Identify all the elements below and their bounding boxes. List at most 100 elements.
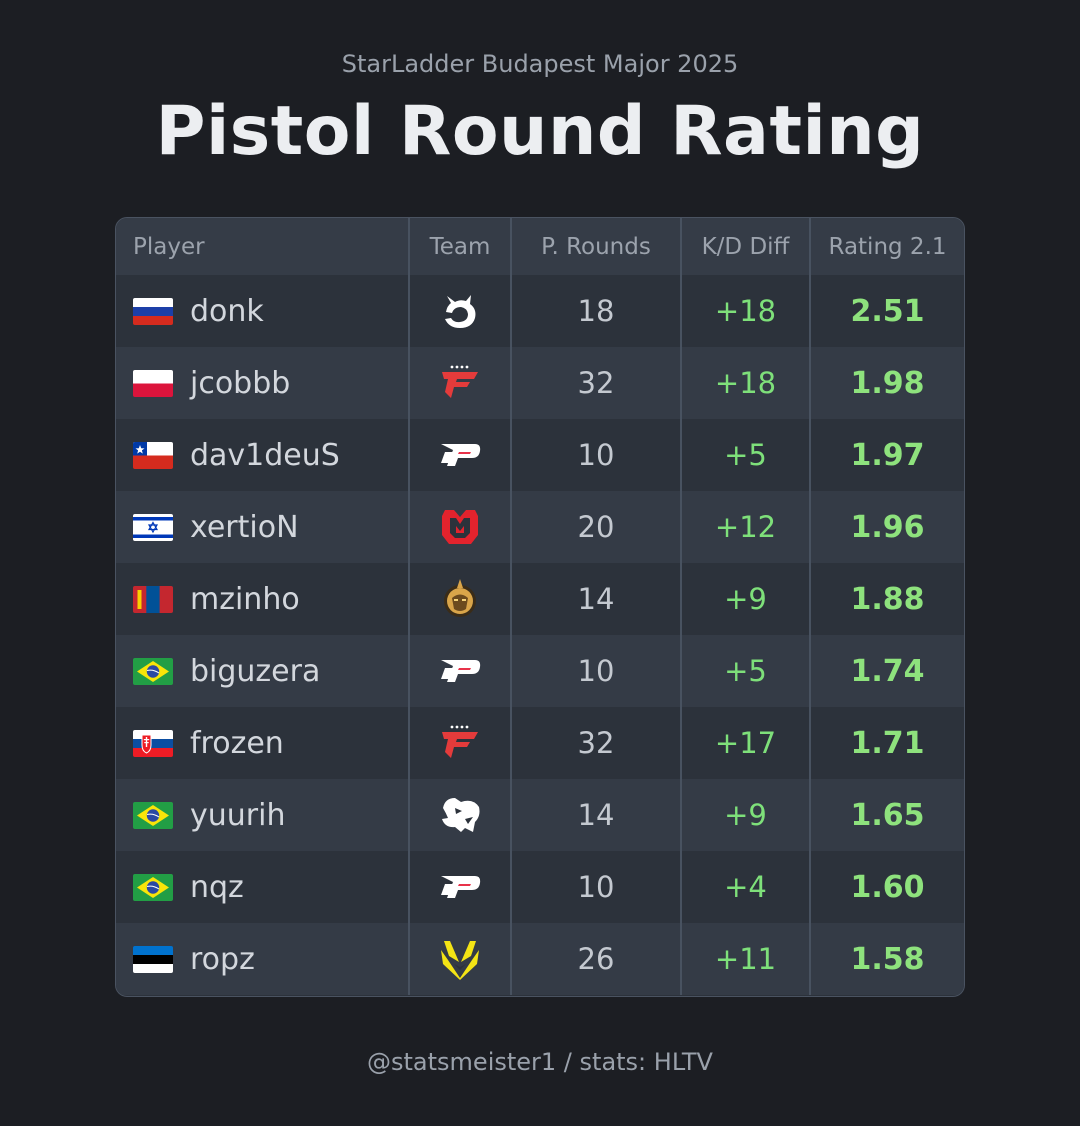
rating-value: 1.60 (850, 869, 925, 905)
kd-diff-cell: +9 (682, 563, 811, 635)
rating-cell: 1.98 (811, 347, 964, 419)
table-row: biguzera 10 +5 1.74 (116, 635, 964, 707)
rating-value: 1.98 (850, 365, 925, 401)
table-row: ropz 26 +11 1.58 (116, 923, 964, 995)
rating-cell: 1.96 (811, 491, 964, 563)
table-row: dav1deuS 10 +5 1.97 (116, 419, 964, 491)
player-name: nqz (190, 869, 244, 905)
rounds-value: 20 (577, 510, 615, 544)
column-header-team: Team (410, 218, 512, 275)
player-cell: ropz (116, 923, 410, 995)
player-cell: xertioN (116, 491, 410, 563)
rounds-value: 10 (577, 438, 615, 472)
team-cell (410, 707, 512, 779)
player-cell: donk (116, 275, 410, 347)
rating-value: 1.65 (850, 797, 925, 833)
page-title: Pistol Round Rating (155, 92, 925, 171)
kd-diff-value: +4 (724, 870, 767, 904)
player-cell: frozen (116, 707, 410, 779)
rating-cell: 1.71 (811, 707, 964, 779)
rating-value: 1.96 (850, 509, 925, 545)
rounds-cell: 14 (512, 563, 682, 635)
rating-value: 2.51 (850, 293, 925, 329)
table-header-row: Player Team P. Rounds K/D Diff Rating 2.… (116, 218, 964, 275)
table-row: frozen 32 +17 1.71 (116, 707, 964, 779)
team-cell (410, 635, 512, 707)
mongolia-flag (133, 586, 173, 613)
rounds-value: 26 (577, 942, 615, 976)
column-header-player: Player (116, 218, 410, 275)
player-cell: biguzera (116, 635, 410, 707)
player-name: mzinho (190, 581, 300, 617)
rounds-cell: 18 (512, 275, 682, 347)
rounds-value: 10 (577, 870, 615, 904)
player-cell: jcobbb (116, 347, 410, 419)
column-header-rating: Rating 2.1 (828, 233, 947, 260)
kd-diff-value: +18 (714, 366, 777, 400)
player-name: donk (190, 293, 264, 329)
kd-diff-cell: +4 (682, 851, 811, 923)
mongolz-logo-icon (437, 576, 483, 622)
rounds-value: 10 (577, 654, 615, 688)
player-cell: yuurih (116, 779, 410, 851)
team-cell (410, 563, 512, 635)
team-cell (410, 923, 512, 995)
rating-cell: 1.65 (811, 779, 964, 851)
brazil-flag (133, 658, 173, 685)
kd-diff-value: +17 (714, 726, 777, 760)
rounds-value: 14 (577, 582, 615, 616)
rating-value: 1.88 (850, 581, 925, 617)
pain-logo-icon (437, 432, 483, 478)
rating-cell: 1.74 (811, 635, 964, 707)
rounds-cell: 32 (512, 707, 682, 779)
vitality-logo-icon (437, 936, 483, 982)
rounds-cell: 26 (512, 923, 682, 995)
kd-diff-cell: +9 (682, 779, 811, 851)
faze-logo-icon (437, 360, 483, 406)
kd-diff-value: +9 (724, 798, 767, 832)
chile-flag (133, 442, 173, 469)
team-cell (410, 851, 512, 923)
kd-diff-cell: +18 (682, 275, 811, 347)
player-name: yuurih (190, 797, 286, 833)
israel-flag (133, 514, 173, 541)
player-name: jcobbb (190, 365, 291, 401)
rounds-cell: 32 (512, 347, 682, 419)
kd-diff-value: +12 (714, 510, 777, 544)
player-cell: dav1deuS (116, 419, 410, 491)
team-cell (410, 347, 512, 419)
footer-credit: @statsmeister1 / stats: HLTV (367, 1048, 713, 1076)
player-name: xertioN (190, 509, 299, 545)
russia-flag (133, 298, 173, 325)
faze-logo-icon (437, 720, 483, 766)
pain-logo-icon (437, 864, 483, 910)
rating-cell: 1.88 (811, 563, 964, 635)
player-cell: mzinho (116, 563, 410, 635)
kd-diff-value: +18 (714, 294, 777, 328)
rating-value: 1.97 (850, 437, 925, 473)
rating-cell: 1.60 (811, 851, 964, 923)
table-row: yuurih 14 +9 1.65 (116, 779, 964, 851)
team-cell (410, 275, 512, 347)
kd-diff-cell: +5 (682, 419, 811, 491)
brazil-flag (133, 874, 173, 901)
rounds-value: 32 (577, 726, 615, 760)
kd-diff-value: +9 (724, 582, 767, 616)
rating-cell: 1.58 (811, 923, 964, 995)
kd-diff-cell: +17 (682, 707, 811, 779)
player-name: frozen (190, 725, 284, 761)
rating-cell: 1.97 (811, 419, 964, 491)
rounds-cell: 10 (512, 635, 682, 707)
mouz-logo-icon (437, 504, 483, 550)
pain-logo-icon (437, 648, 483, 694)
player-cell: nqz (116, 851, 410, 923)
rounds-value: 14 (577, 798, 615, 832)
rating-cell: 2.51 (811, 275, 964, 347)
column-header-rounds: P. Rounds (512, 218, 682, 275)
kd-diff-cell: +12 (682, 491, 811, 563)
rounds-cell: 10 (512, 419, 682, 491)
rounds-cell: 20 (512, 491, 682, 563)
rating-value: 1.58 (850, 941, 925, 977)
table-row: donk 18 +18 2.51 (116, 275, 964, 347)
table-row: mzinho 14 +9 1.88 (116, 563, 964, 635)
